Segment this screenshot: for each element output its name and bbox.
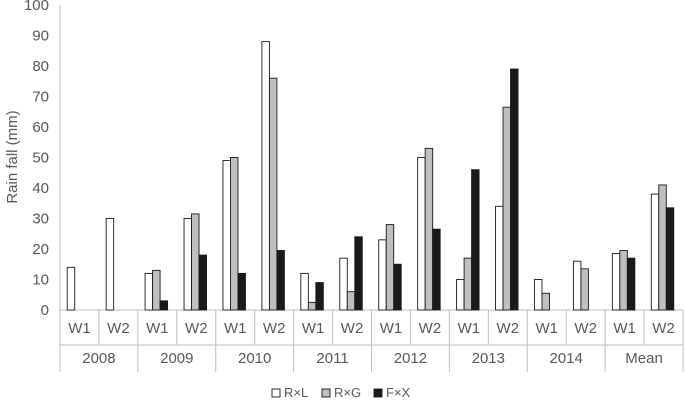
x-tick-label: W2 bbox=[419, 320, 442, 337]
y-tick-label: 40 bbox=[32, 180, 49, 197]
y-tick-label: 70 bbox=[32, 89, 49, 106]
x-tick-label: W2 bbox=[497, 320, 520, 337]
x-tick-label: W2 bbox=[574, 320, 597, 337]
bar bbox=[619, 250, 628, 311]
bar bbox=[471, 169, 480, 311]
x-tick-label: W1 bbox=[458, 320, 481, 337]
bar bbox=[456, 279, 465, 311]
bar bbox=[378, 239, 387, 311]
x-tick-label: W1 bbox=[224, 320, 247, 337]
bar bbox=[417, 157, 426, 311]
bars bbox=[66, 41, 675, 311]
bar bbox=[495, 205, 504, 311]
y-tick-label: 90 bbox=[32, 28, 49, 45]
group-label: 2012 bbox=[394, 350, 427, 367]
y-tick-label: 100 bbox=[24, 0, 49, 14]
legend-swatch bbox=[373, 388, 383, 398]
bar bbox=[276, 250, 285, 311]
bar bbox=[572, 260, 582, 311]
bar bbox=[463, 257, 473, 311]
x-tick-label: W1 bbox=[535, 320, 558, 337]
x-tick-label: W2 bbox=[652, 320, 675, 337]
bar bbox=[222, 160, 231, 311]
y-tick-label: 10 bbox=[32, 272, 49, 289]
legend-swatch bbox=[271, 388, 281, 398]
bar bbox=[315, 282, 324, 311]
bar bbox=[534, 279, 543, 311]
bar bbox=[105, 218, 115, 311]
bar bbox=[665, 207, 675, 311]
bar bbox=[393, 263, 402, 311]
group-label: 2008 bbox=[82, 350, 115, 367]
x-tick-label: W1 bbox=[302, 320, 325, 337]
group-label: Mean bbox=[625, 350, 663, 367]
y-tick-label: 30 bbox=[32, 211, 49, 228]
legend-label: F×X bbox=[386, 385, 411, 400]
bar bbox=[66, 266, 76, 311]
x-tick-label: W1 bbox=[613, 320, 636, 337]
bar bbox=[144, 272, 154, 311]
bar bbox=[385, 224, 395, 311]
bar bbox=[541, 292, 550, 311]
x-tick-label: W1 bbox=[146, 320, 169, 337]
bar bbox=[626, 257, 636, 311]
y-tick-label: 0 bbox=[41, 302, 49, 319]
bar bbox=[354, 236, 363, 311]
bar bbox=[159, 300, 169, 311]
group-label: 2011 bbox=[316, 350, 348, 367]
y-tick-label: 80 bbox=[32, 58, 49, 75]
bar bbox=[268, 77, 278, 311]
x-tick-label: W2 bbox=[341, 320, 364, 337]
y-tick-label: 60 bbox=[32, 119, 49, 136]
bar bbox=[580, 268, 589, 311]
bar bbox=[339, 257, 348, 311]
bar bbox=[650, 193, 660, 311]
bar bbox=[237, 272, 246, 311]
y-axis-label: Rain fall (mm) bbox=[4, 110, 21, 203]
bar bbox=[198, 254, 207, 311]
y-tick-label: 20 bbox=[32, 241, 49, 258]
group-label: 2009 bbox=[160, 350, 193, 367]
group-label: 2010 bbox=[238, 350, 271, 367]
x-tick-label: W1 bbox=[380, 320, 403, 337]
legend-label: R×L bbox=[284, 385, 308, 400]
axis-labels: 0 10 20 30 40 50 60 70 80 90 100 W1 W2 2008 W1 W2 2009 W1… bbox=[24, 0, 675, 367]
bar bbox=[230, 157, 239, 311]
bar bbox=[502, 106, 511, 311]
y-tick-label: 50 bbox=[32, 150, 49, 167]
x-tick-label: W2 bbox=[185, 320, 208, 337]
bar bbox=[152, 269, 161, 311]
bar bbox=[346, 291, 356, 311]
legend-label: R×G bbox=[334, 385, 361, 400]
x-tick-label: W2 bbox=[263, 320, 286, 337]
bar bbox=[300, 272, 309, 311]
legend-swatch bbox=[321, 388, 331, 398]
bar bbox=[261, 41, 270, 311]
group-label: 2014 bbox=[550, 350, 583, 367]
bar bbox=[432, 228, 441, 311]
group-label: 2013 bbox=[472, 350, 505, 367]
bar bbox=[183, 218, 192, 311]
bar bbox=[510, 68, 519, 311]
axes bbox=[59, 5, 684, 372]
bar bbox=[424, 147, 434, 311]
bar bbox=[191, 213, 200, 311]
bar bbox=[307, 301, 317, 311]
bar bbox=[658, 184, 667, 311]
x-tick-label: W2 bbox=[107, 320, 130, 337]
bar bbox=[611, 253, 621, 311]
legend: R×L R×G F×X bbox=[271, 385, 411, 400]
x-tick-label: W1 bbox=[68, 320, 91, 337]
